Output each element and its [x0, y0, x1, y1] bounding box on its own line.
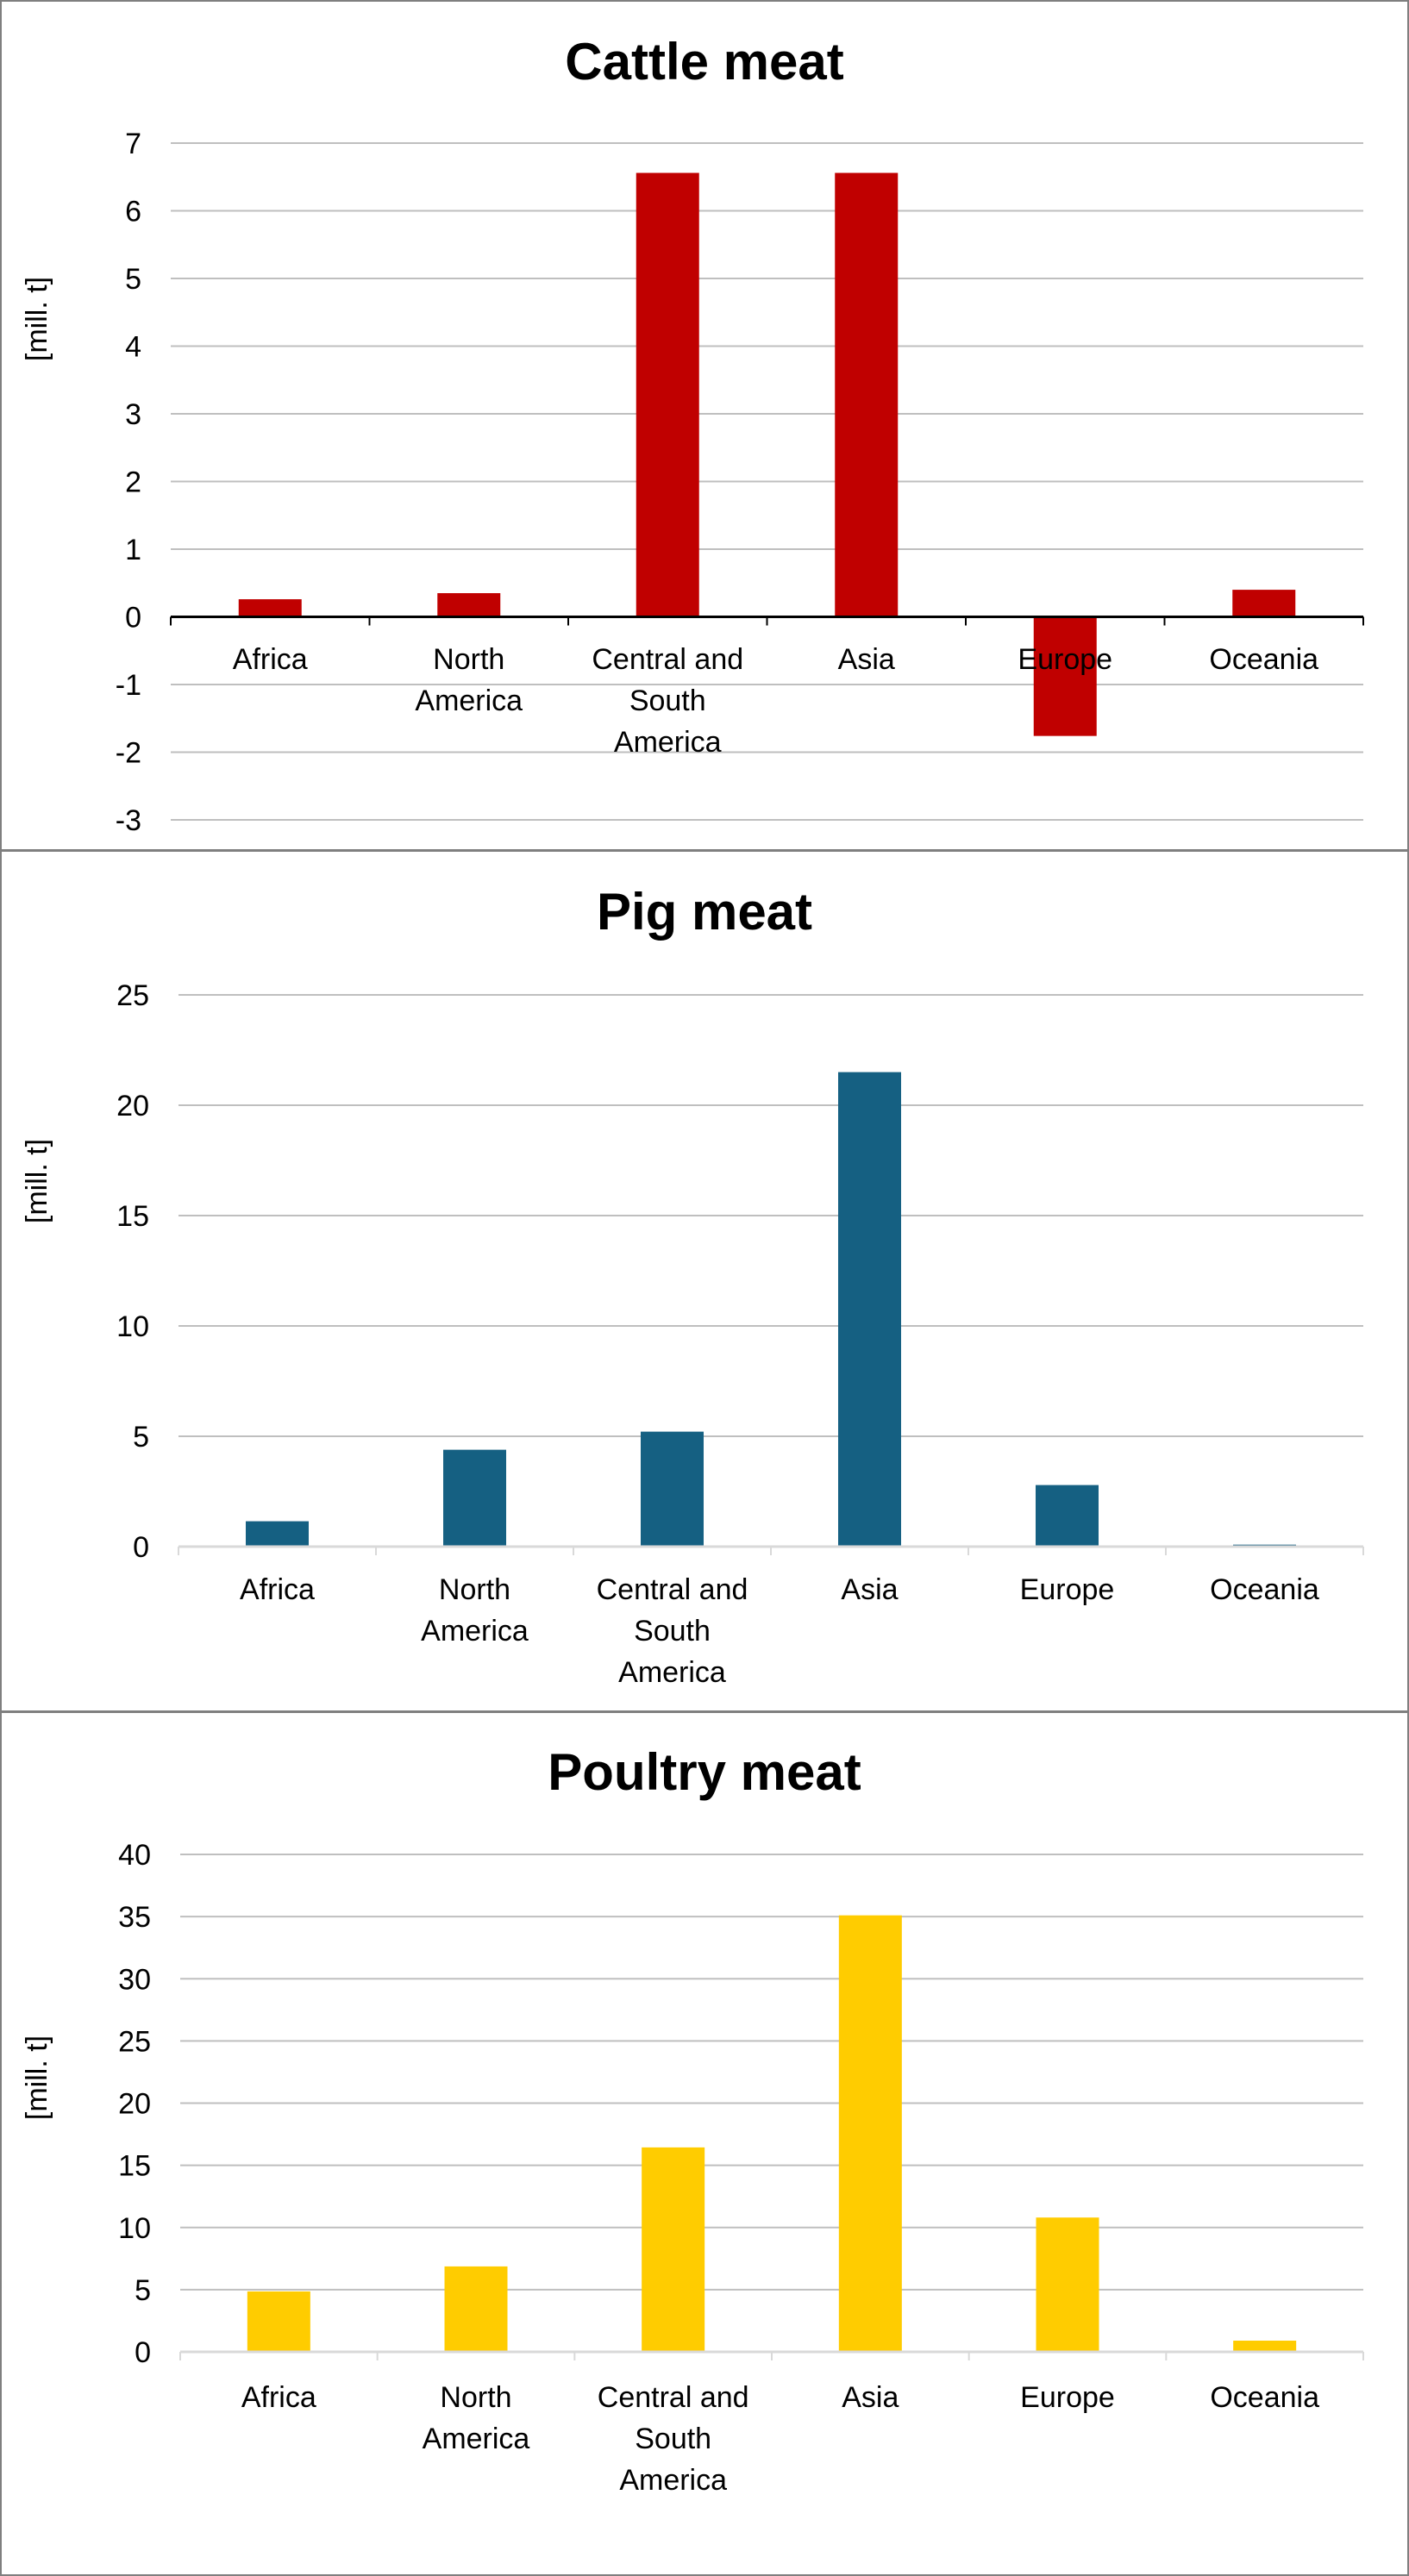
x-category-label: Asia: [841, 1573, 898, 1606]
y-tick-label: 5: [135, 2274, 151, 2307]
x-category-label: South: [635, 2423, 711, 2455]
y-tick-label: 40: [118, 1839, 151, 1872]
bar-central-and-south-america: [636, 172, 699, 617]
y-tick-label: 10: [118, 2212, 151, 2245]
bar-north-america: [444, 2266, 508, 2352]
x-category-label: Europe: [1020, 1573, 1115, 1606]
bar-central-and-south-america: [641, 1431, 704, 1547]
x-category-label: Asia: [838, 643, 895, 676]
x-category-label: America: [423, 2423, 530, 2455]
bar-oceania: [1233, 2341, 1297, 2352]
x-category-label: America: [618, 1656, 726, 1689]
y-axis-label: [mill. t]: [21, 2035, 53, 2120]
x-category-label: South: [629, 685, 706, 717]
x-category-label: Oceania: [1210, 1573, 1319, 1606]
x-category-label: South: [634, 1615, 711, 1648]
bar-asia: [835, 172, 899, 617]
bar-asia: [838, 1072, 901, 1547]
x-category-label: Central and: [592, 643, 743, 676]
panel-border: [0, 0, 1409, 851]
x-category-label: Asia: [842, 2381, 899, 2414]
chart-title: Pig meat: [597, 883, 812, 941]
y-axis-label: [mill. t]: [21, 1139, 53, 1223]
x-category-label: Europe: [1018, 643, 1112, 676]
y-tick-label: 5: [125, 263, 141, 296]
x-category-label: North: [439, 1573, 510, 1606]
y-tick-label: 10: [116, 1310, 149, 1343]
y-tick-label: 1: [125, 534, 141, 566]
y-tick-label: 5: [133, 1421, 149, 1454]
y-tick-label: 20: [118, 2088, 151, 2121]
bar-europe: [1036, 2217, 1099, 2352]
bar-europe: [1033, 616, 1097, 736]
y-tick-label: 30: [118, 1963, 151, 1996]
bar-africa: [247, 2291, 310, 2352]
y-tick-label: -2: [116, 737, 141, 770]
y-tick-label: 25: [118, 2025, 151, 2058]
y-tick-label: 3: [125, 398, 141, 431]
y-tick-label: 0: [135, 2336, 151, 2369]
chart-title: Cattle meat: [565, 33, 843, 91]
y-tick-label: 35: [118, 1901, 151, 1934]
x-category-label: Africa: [233, 643, 308, 676]
bar-north-america: [443, 1449, 506, 1547]
chart-panel-poultry-meat: Poultry meat 40 35 30 25 20 15 10 5 0 [mill. t] Afr…: [0, 1711, 1409, 2576]
y-tick-label: 15: [118, 2150, 151, 2183]
y-tick-label: 20: [116, 1090, 149, 1122]
y-tick-label: 15: [116, 1200, 149, 1233]
x-category-label: North: [433, 643, 504, 676]
y-tick-label: 4: [125, 331, 141, 364]
bar-oceania: [1232, 590, 1296, 617]
chart-panel-pig-meat: Pig meat 25 20 15 10 5 0 [mill. t] Africa North Am…: [0, 850, 1409, 1712]
x-category-label: Europe: [1020, 2381, 1115, 2414]
bar-north-america: [437, 593, 501, 617]
y-tick-label: -1: [116, 669, 141, 702]
bar-central-and-south-america: [642, 2147, 705, 2352]
x-category-label: America: [421, 1615, 529, 1648]
y-tick-label: -3: [116, 804, 141, 837]
panel-border: [0, 1711, 1409, 2576]
x-category-label: Oceania: [1209, 643, 1318, 676]
chart-title: Poultry meat: [548, 1743, 861, 1801]
y-tick-label: 7: [125, 128, 141, 160]
y-tick-label: 6: [125, 196, 141, 228]
x-category-label: Africa: [241, 2381, 316, 2414]
y-tick-label: 25: [116, 979, 149, 1012]
y-axis-label: [mill. t]: [21, 277, 53, 361]
bar-africa: [238, 599, 302, 617]
x-category-label: Central and: [598, 2381, 749, 2414]
x-category-label: Africa: [240, 1573, 315, 1606]
bar-asia: [838, 1915, 902, 2352]
x-category-label: America: [614, 726, 722, 759]
x-category-label: Oceania: [1210, 2381, 1319, 2414]
bar-africa: [246, 1521, 309, 1547]
y-tick-label: 0: [133, 1531, 149, 1564]
chart-panel-cattle-meat: Cattle meat 7 6 5 4 3 2 1 0 -1 -2 -3 [mill. t] Africa…: [0, 0, 1409, 851]
y-tick-label: 0: [125, 602, 141, 635]
x-category-label: America: [415, 685, 523, 717]
x-category-label: North: [440, 2381, 511, 2414]
y-tick-label: 2: [125, 466, 141, 499]
x-category-label: America: [619, 2464, 727, 2497]
x-category-label: Central and: [597, 1573, 748, 1606]
bar-europe: [1036, 1485, 1099, 1547]
